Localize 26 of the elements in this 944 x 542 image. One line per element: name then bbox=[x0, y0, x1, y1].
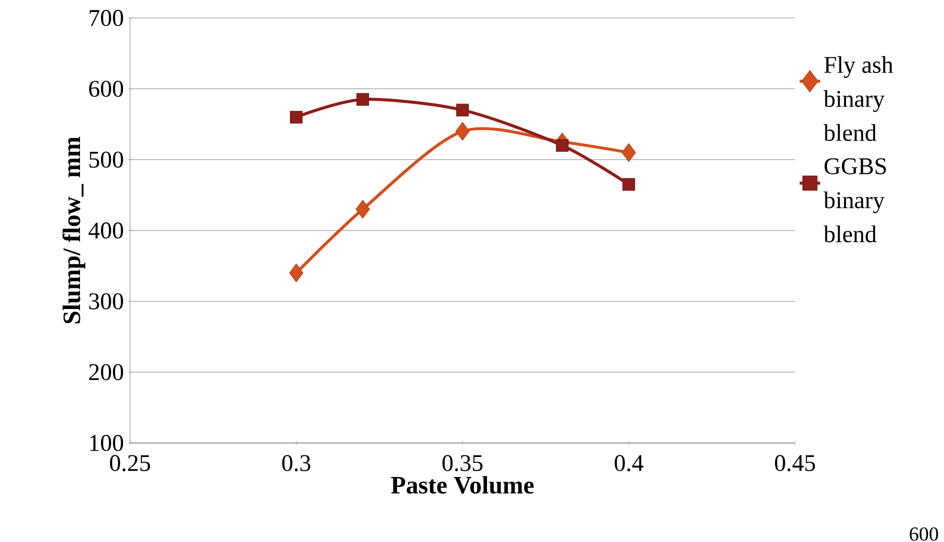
point bbox=[290, 110, 303, 124]
point bbox=[455, 122, 470, 141]
y-tick-label: 500 bbox=[90, 152, 124, 168]
y-tick-label: 200 bbox=[89, 364, 124, 380]
legend-label: Fly ash binary blend bbox=[824, 56, 894, 141]
y-tick-label: 100 bbox=[90, 434, 124, 452]
x-tick-label: 0.4 bbox=[614, 455, 644, 472]
legend-label: GGBS binary blend bbox=[824, 158, 886, 242]
point bbox=[289, 264, 304, 282]
point bbox=[356, 93, 370, 106]
text: 600 bbox=[910, 527, 938, 541]
x-axis-title: Paste Volume bbox=[391, 476, 534, 494]
point bbox=[622, 178, 636, 191]
x-tick-label: 0.3 bbox=[282, 455, 310, 472]
point bbox=[456, 104, 469, 116]
point bbox=[556, 139, 569, 152]
point bbox=[356, 200, 370, 219]
y-tick-label: 300 bbox=[89, 293, 124, 310]
x-tick-label: 0.25 bbox=[110, 455, 150, 472]
y-tick-label: 600 bbox=[89, 80, 124, 97]
y-axis-title: Slump/ flow_ mm bbox=[62, 136, 86, 324]
x-tick-label: 0.45 bbox=[774, 455, 815, 472]
y-tick-label: 400 bbox=[88, 222, 124, 239]
y-tick-label: 700 bbox=[90, 10, 124, 26]
point bbox=[622, 143, 636, 162]
x-tick-label: 0.35 bbox=[442, 455, 482, 472]
